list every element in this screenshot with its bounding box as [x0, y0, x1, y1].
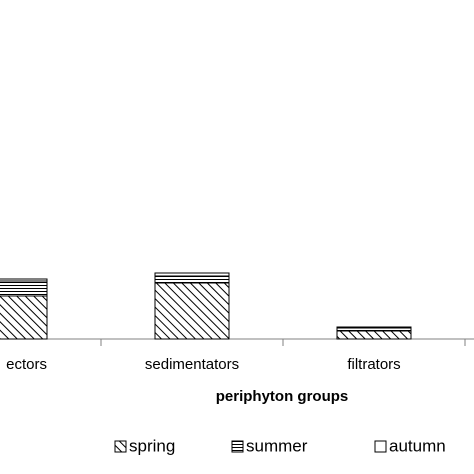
bar-segment — [336, 326, 412, 329]
bar-segment — [154, 282, 230, 340]
legend-swatch — [231, 440, 244, 453]
x-tick-label: sedimentators — [145, 356, 239, 373]
legend-swatch — [114, 440, 127, 453]
legend: spring summer autumn — [114, 436, 446, 455]
x-tick-label: filtrators — [347, 356, 400, 373]
bar-segment — [336, 330, 412, 340]
bar-segment — [0, 278, 48, 282]
bar-segment — [0, 295, 48, 340]
x-tick-label: ectors — [6, 356, 47, 373]
legend-label: summer — [246, 436, 308, 455]
x-axis-title: periphyton groups — [216, 388, 349, 405]
bar-segment — [154, 272, 230, 277]
legend-label: autumn — [389, 436, 446, 455]
legend-swatch — [374, 440, 387, 453]
legend-label: spring — [129, 436, 175, 455]
bar-segment — [0, 280, 48, 297]
bar-segment — [154, 275, 230, 284]
